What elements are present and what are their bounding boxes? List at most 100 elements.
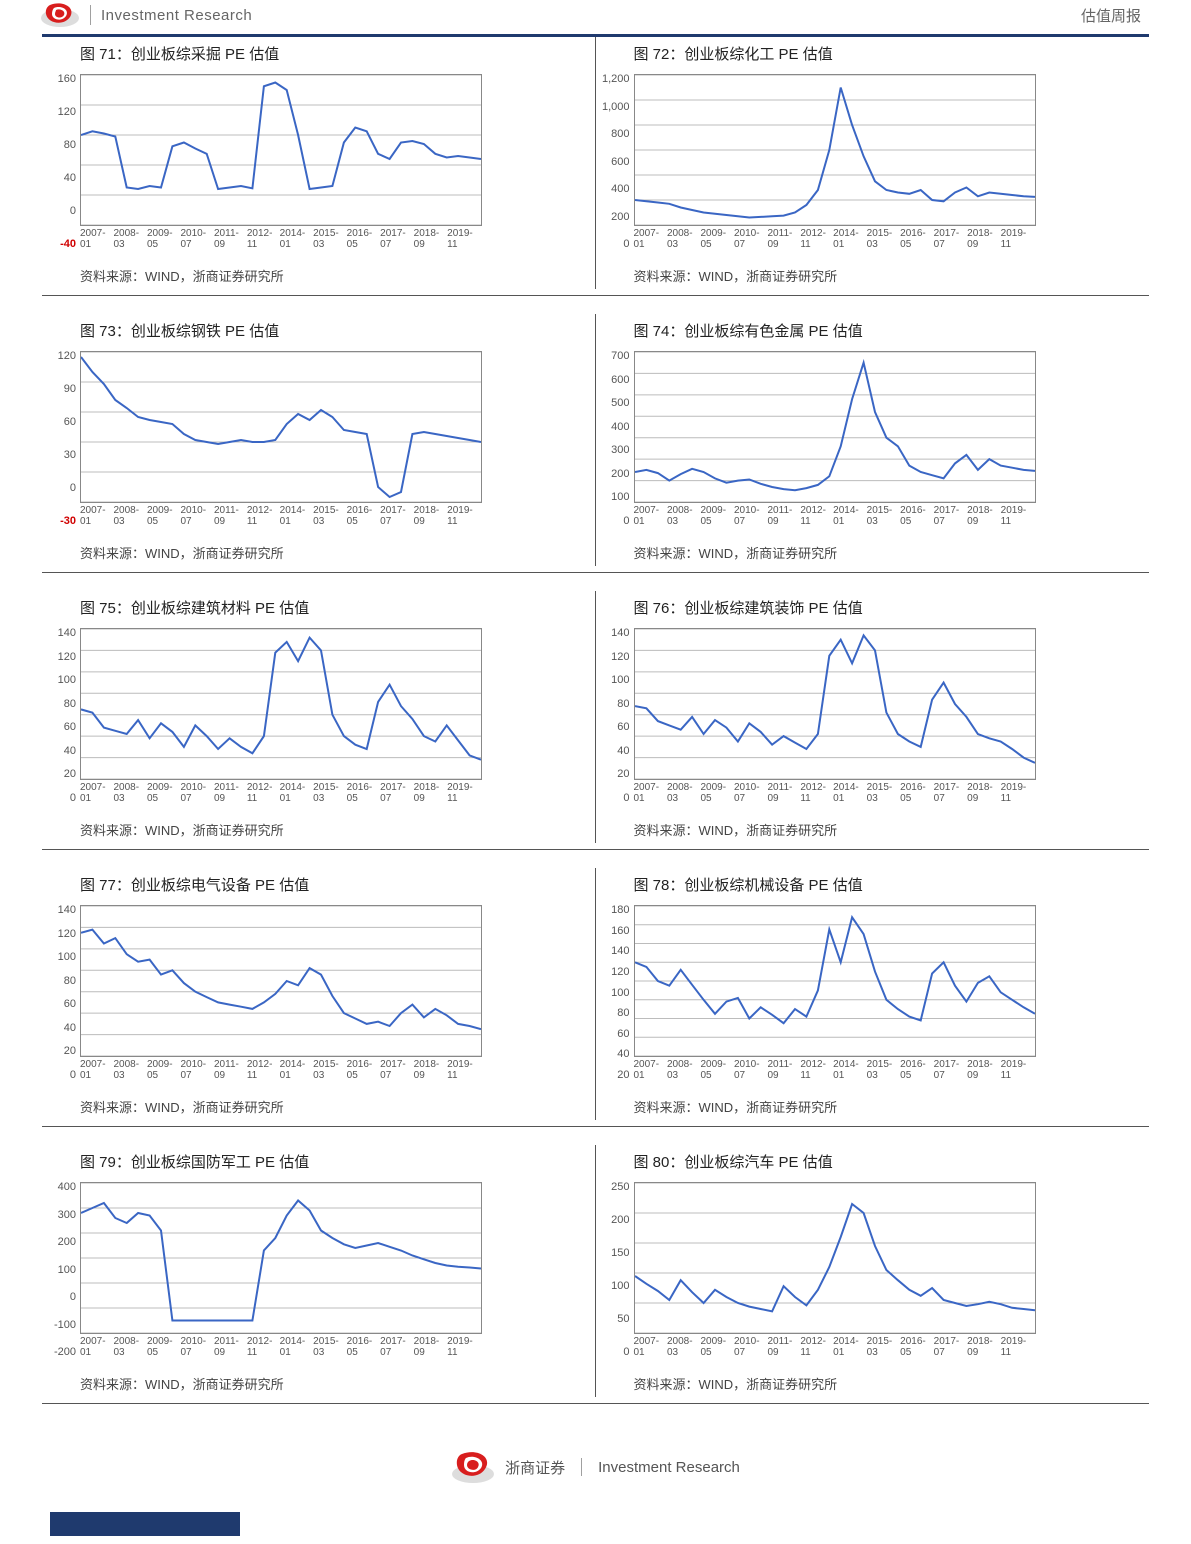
x-tick: 2011-09 xyxy=(214,1059,247,1081)
x-tick: 2018-09 xyxy=(414,1336,448,1358)
x-tick: 2017-07 xyxy=(380,1059,414,1081)
chart-source: 资料来源：WIND，浙商证券研究所 xyxy=(80,266,595,285)
y-tick: 60 xyxy=(64,417,76,428)
x-tick: 2014-01 xyxy=(280,782,314,804)
y-tick: 60 xyxy=(617,1029,629,1040)
y-tick: 400 xyxy=(58,1182,76,1193)
chart-source: 资料来源：WIND，浙商证券研究所 xyxy=(80,820,595,839)
x-tick: 2010-07 xyxy=(181,228,215,250)
x-tick: 2008-03 xyxy=(114,1336,148,1358)
chart-cell-right: 图 72：创业板综化工 PE 估值 1,2001,0008006004002000… xyxy=(596,37,1150,289)
x-tick: 2018-09 xyxy=(967,228,1001,250)
y-tick: 0 xyxy=(70,483,76,494)
y-tick: 20 xyxy=(64,769,76,780)
x-axis: 2007-012008-032009-052010-072011-092012-… xyxy=(634,1059,1034,1081)
x-tick: 2014-01 xyxy=(280,1336,314,1358)
x-tick: 2016-05 xyxy=(900,1336,934,1358)
chart-title: 图 79：创业板综国防军工 PE 估值 xyxy=(80,1151,595,1172)
chart-source: 资料来源：WIND，浙商证券研究所 xyxy=(80,1374,595,1393)
y-tick: 100 xyxy=(58,952,76,963)
x-axis: 2007-012008-032009-052010-072011-092012-… xyxy=(80,1059,480,1081)
chart-plot xyxy=(634,351,1036,503)
x-tick: 2010-07 xyxy=(734,1059,768,1081)
x-tick: 2019-11 xyxy=(1001,782,1034,804)
x-tick: 2007-01 xyxy=(80,505,114,527)
x-tick: 2015-03 xyxy=(867,228,901,250)
chart-title: 图 76：创业板综建筑装饰 PE 估值 xyxy=(634,597,1150,618)
x-tick: 2012-11 xyxy=(247,1059,280,1081)
y-axis: 16012080400-40 xyxy=(46,74,76,250)
y-tick: 150 xyxy=(611,1248,629,1259)
y-axis: 1209060300-30 xyxy=(46,351,76,527)
x-tick: 2015-03 xyxy=(867,1336,901,1358)
x-tick: 2016-05 xyxy=(900,782,934,804)
x-tick: 2016-05 xyxy=(347,1059,381,1081)
x-tick: 2016-05 xyxy=(900,505,934,527)
x-tick: 2008-03 xyxy=(114,228,148,250)
y-tick: 0 xyxy=(70,1292,76,1303)
x-tick: 2018-09 xyxy=(967,1336,1001,1358)
chart-wrap: 1,2001,00080060040020002007-012008-03200… xyxy=(634,74,1132,250)
chart-plot xyxy=(80,1182,482,1334)
footer-logo-icon xyxy=(451,1450,495,1484)
chart-source: 资料来源：WIND，浙商证券研究所 xyxy=(80,1097,595,1116)
chart-wrap: 1401201008060402002007-012008-032009-052… xyxy=(80,905,577,1081)
x-tick: 2012-11 xyxy=(800,505,833,527)
y-tick: 400 xyxy=(611,422,629,433)
charts-grid: 图 71：创业板综采掘 PE 估值16012080400-402007-0120… xyxy=(0,37,1191,1422)
x-tick: 2016-05 xyxy=(347,782,381,804)
x-tick: 2015-03 xyxy=(313,228,347,250)
y-tick: 20 xyxy=(617,1070,629,1081)
x-tick: 2011-09 xyxy=(214,228,247,250)
y-tick: 0 xyxy=(70,206,76,217)
y-tick: 200 xyxy=(611,469,629,480)
chart-cell-left: 图 75：创业板综建筑材料 PE 估值140120100806040200200… xyxy=(42,591,596,843)
x-tick: 2009-05 xyxy=(147,228,181,250)
y-axis: 250200150100500 xyxy=(600,1182,630,1358)
x-tick: 2010-07 xyxy=(181,1059,215,1081)
header-divider xyxy=(90,5,91,25)
y-tick: 80 xyxy=(64,699,76,710)
y-tick: 120 xyxy=(58,929,76,940)
chart-plot xyxy=(80,905,482,1057)
x-tick: 2008-03 xyxy=(667,782,701,804)
x-tick: 2018-09 xyxy=(414,505,448,527)
x-tick: 2019-11 xyxy=(447,228,480,250)
x-tick: 2014-01 xyxy=(280,505,314,527)
chart-title: 图 77：创业板综电气设备 PE 估值 xyxy=(80,874,595,895)
x-tick: 2011-09 xyxy=(214,782,247,804)
chart-plot xyxy=(634,628,1036,780)
x-tick: 2015-03 xyxy=(867,1059,901,1081)
y-tick: 80 xyxy=(64,976,76,987)
chart-source: 资料来源：WIND，浙商证券研究所 xyxy=(634,820,1150,839)
x-tick: 2017-07 xyxy=(934,782,968,804)
x-tick: 2017-07 xyxy=(934,505,968,527)
x-axis: 2007-012008-032009-052010-072011-092012-… xyxy=(634,1336,1034,1358)
y-tick: 700 xyxy=(611,351,629,362)
x-axis: 2007-012008-032009-052010-072011-092012-… xyxy=(80,782,480,804)
chart-wrap: 4003002001000-100-2002007-012008-032009-… xyxy=(80,1182,577,1358)
x-tick: 2018-09 xyxy=(414,782,448,804)
series-line xyxy=(635,88,1035,218)
series-line xyxy=(81,357,481,497)
x-tick: 2017-07 xyxy=(380,1336,414,1358)
x-tick: 2011-09 xyxy=(768,228,801,250)
x-tick: 2007-01 xyxy=(80,228,114,250)
y-tick: 80 xyxy=(64,140,76,151)
x-tick: 2016-05 xyxy=(900,228,934,250)
x-tick: 2007-01 xyxy=(80,1059,114,1081)
y-tick: 120 xyxy=(58,652,76,663)
footer-brand: 浙商证券 xyxy=(505,1457,565,1478)
x-axis: 2007-012008-032009-052010-072011-092012-… xyxy=(634,505,1034,527)
y-tick: 160 xyxy=(611,926,629,937)
y-tick: 140 xyxy=(58,905,76,916)
x-tick: 2009-05 xyxy=(147,505,181,527)
y-tick: 80 xyxy=(617,1008,629,1019)
chart-title: 图 72：创业板综化工 PE 估值 xyxy=(634,43,1150,64)
series-line xyxy=(635,1204,1035,1311)
chart-source: 资料来源：WIND，浙商证券研究所 xyxy=(634,266,1150,285)
x-tick: 2012-11 xyxy=(800,1336,833,1358)
chart-plot xyxy=(80,74,482,226)
x-tick: 2008-03 xyxy=(667,1059,701,1081)
x-tick: 2007-01 xyxy=(634,1336,668,1358)
